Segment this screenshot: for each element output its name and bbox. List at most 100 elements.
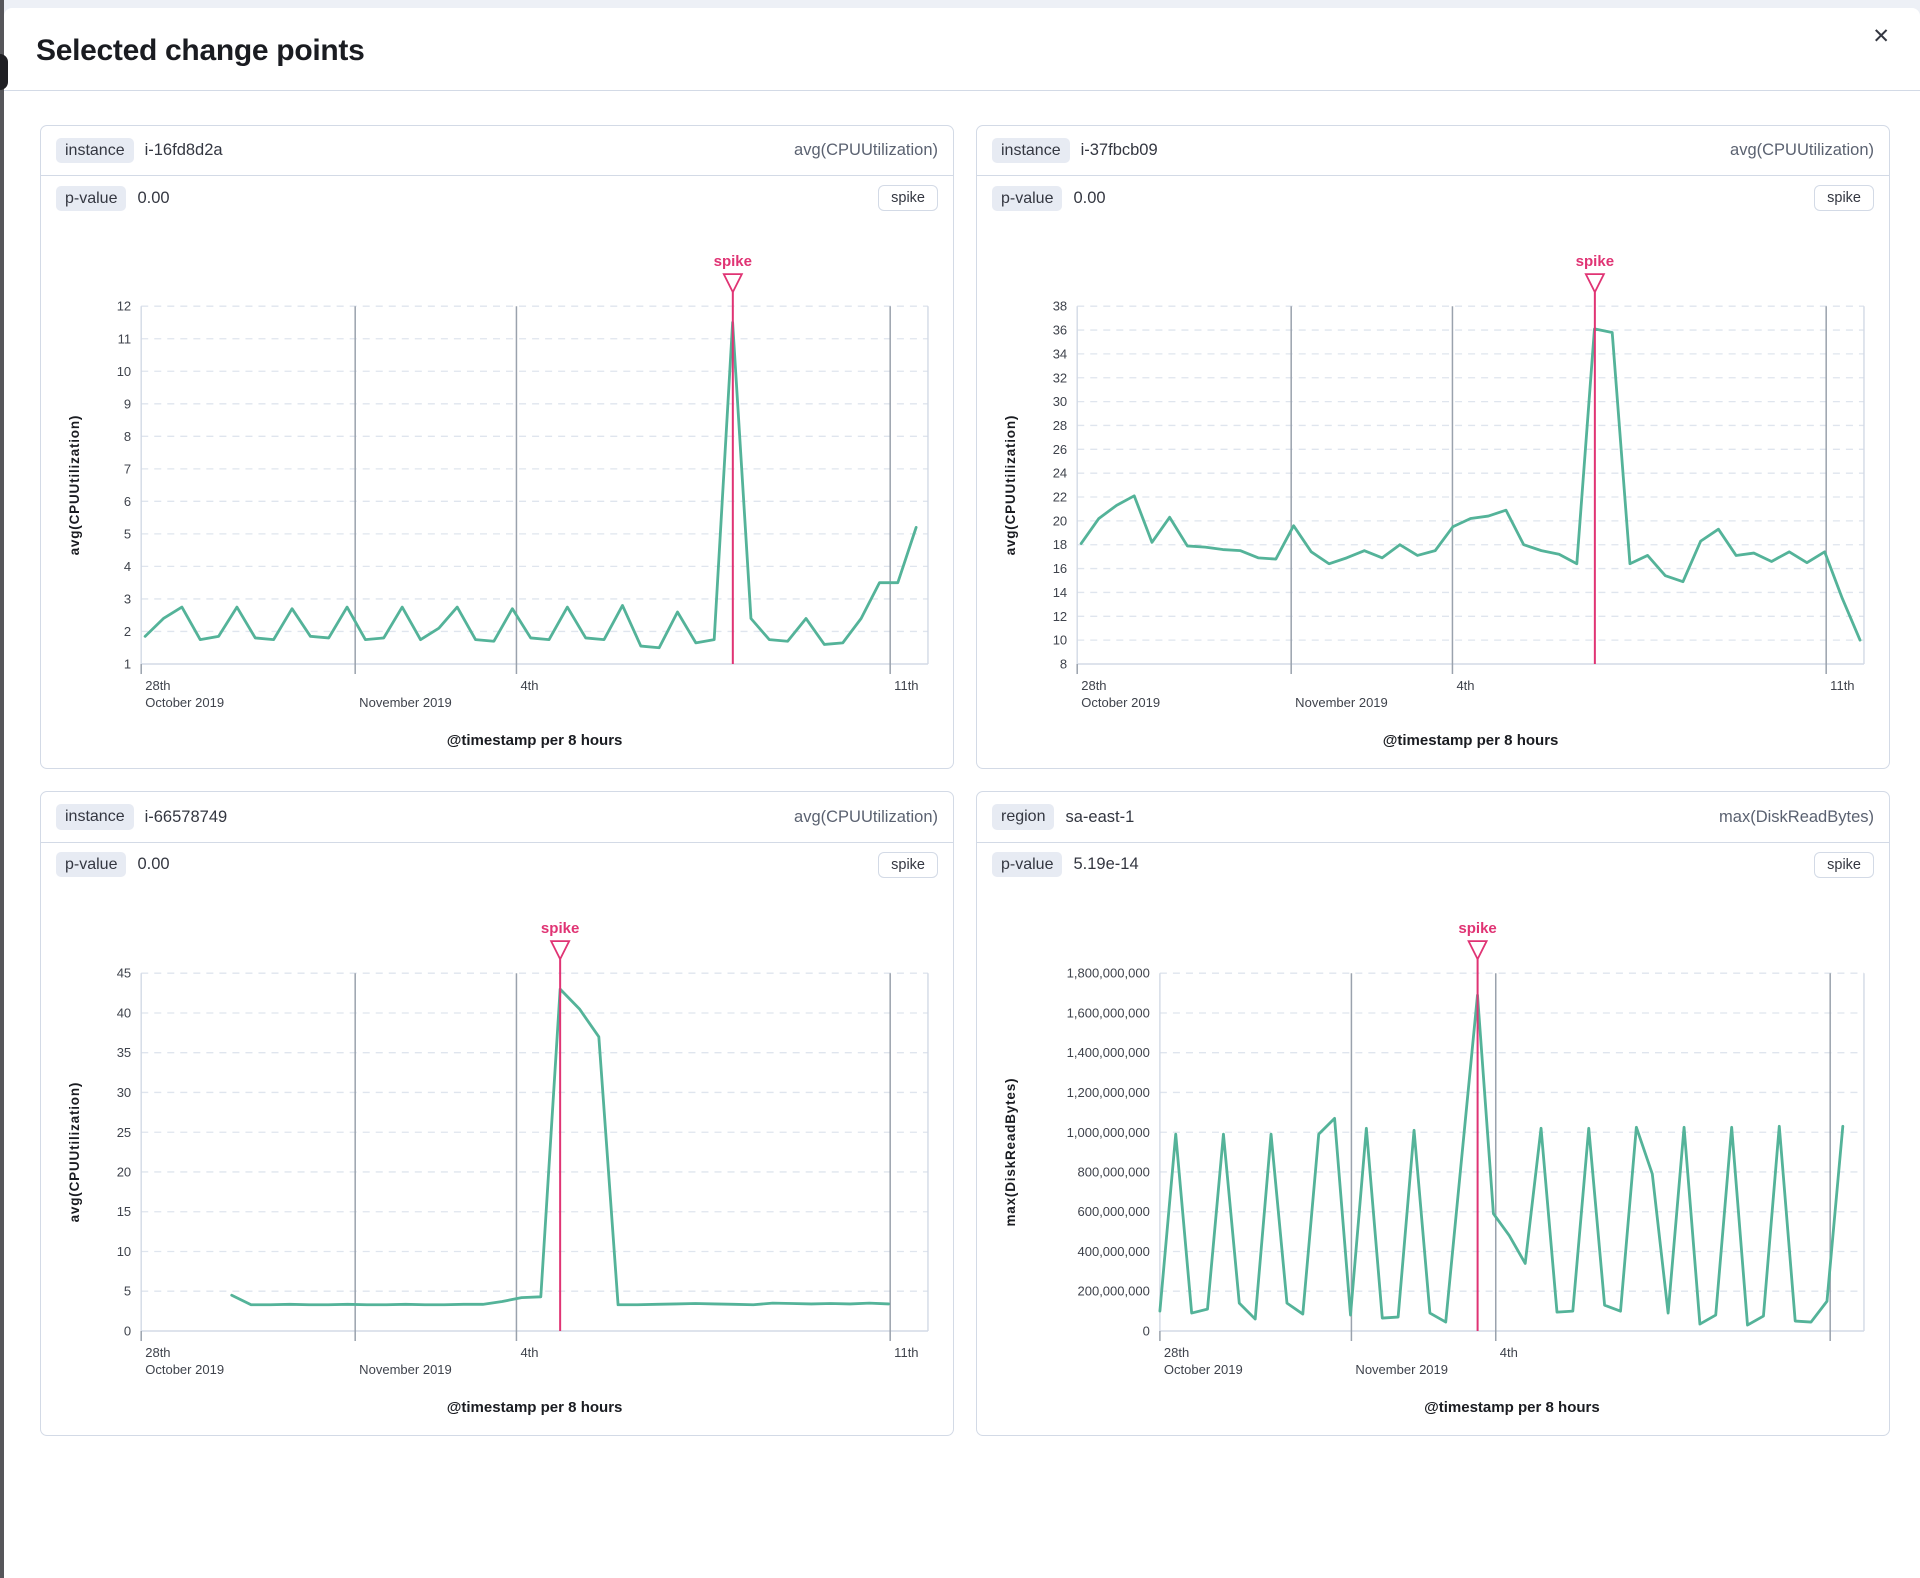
svg-text:40: 40 xyxy=(117,1005,131,1020)
svg-text:28th: 28th xyxy=(1081,678,1106,693)
svg-text:10: 10 xyxy=(1053,633,1067,648)
svg-text:11th: 11th xyxy=(894,678,918,693)
metric-label: avg(CPUUtilization) xyxy=(794,807,938,826)
svg-text:28: 28 xyxy=(1053,418,1067,433)
svg-text:600,000,000: 600,000,000 xyxy=(1077,1204,1149,1219)
svg-text:November 2019: November 2019 xyxy=(1355,1362,1448,1377)
svg-text:28th: 28th xyxy=(145,1345,170,1360)
svg-text:200,000,000: 200,000,000 xyxy=(1077,1283,1149,1298)
svg-text:October 2019: October 2019 xyxy=(1164,1362,1243,1377)
svg-text:9: 9 xyxy=(124,397,131,412)
change-point-panel: instance i-66578749 avg(CPUUtilization) … xyxy=(40,791,954,1436)
svg-text:max(DiskReadBytes): max(DiskReadBytes) xyxy=(1003,1077,1018,1226)
svg-text:avg(CPUUtilization): avg(CPUUtilization) xyxy=(1003,415,1018,556)
svg-text:October 2019: October 2019 xyxy=(1081,695,1160,710)
svg-text:0: 0 xyxy=(124,1323,131,1338)
svg-text:12: 12 xyxy=(117,299,131,314)
svg-text:November 2019: November 2019 xyxy=(359,1362,452,1377)
svg-text:4: 4 xyxy=(124,559,131,574)
change-type-button[interactable]: spike xyxy=(878,185,938,212)
svg-text:4th: 4th xyxy=(520,1345,538,1360)
panel-header-row: instance i-66578749 avg(CPUUtilization) xyxy=(41,792,953,843)
split-field-badge: instance xyxy=(56,138,134,164)
panel-stats-row: p-value 0.00 spike xyxy=(977,176,1889,218)
svg-text:1,800,000,000: 1,800,000,000 xyxy=(1067,965,1150,980)
svg-text:24: 24 xyxy=(1053,466,1067,481)
svg-text:15: 15 xyxy=(117,1204,131,1219)
change-point-chart[interactable]: 0 5 10 15 20 25 30 35 40 45 28th October 2019 Novemb… xyxy=(41,885,953,1435)
background-page-edge xyxy=(0,0,4,1578)
svg-text:@timestamp per 8 hours: @timestamp per 8 hours xyxy=(1383,732,1559,749)
svg-text:34: 34 xyxy=(1053,347,1067,362)
background-page-edge-bump xyxy=(0,54,8,90)
svg-text:@timestamp per 8 hours: @timestamp per 8 hours xyxy=(1424,1399,1600,1416)
svg-text:22: 22 xyxy=(1053,490,1067,505)
p-value-badge: p-value xyxy=(992,852,1063,878)
svg-text:32: 32 xyxy=(1053,370,1067,385)
svg-text:4th: 4th xyxy=(520,678,538,693)
svg-text:36: 36 xyxy=(1053,323,1067,338)
svg-text:October 2019: October 2019 xyxy=(145,1362,224,1377)
svg-text:1,600,000,000: 1,600,000,000 xyxy=(1067,1005,1150,1020)
svg-text:4th: 4th xyxy=(1500,1345,1518,1360)
change-type-button[interactable]: spike xyxy=(878,851,938,878)
change-type-button[interactable]: spike xyxy=(1814,185,1874,212)
p-value-value: 0.00 xyxy=(1073,188,1106,207)
svg-text:11: 11 xyxy=(118,331,132,346)
panel-header-row: instance i-16fd8d2a avg(CPUUtilization) xyxy=(41,126,953,177)
split-field-value: i-37fbcb09 xyxy=(1080,141,1158,160)
svg-text:@timestamp per 8 hours: @timestamp per 8 hours xyxy=(447,1399,623,1416)
svg-text:28th: 28th xyxy=(1164,1345,1189,1360)
svg-text:38: 38 xyxy=(1053,299,1067,314)
change-point-panel: instance i-37fbcb09 avg(CPUUtilization) … xyxy=(976,125,1890,770)
change-point-chart[interactable]: 0 200,000,000 400,000,000 600,000,000 800,00… xyxy=(977,885,1889,1435)
change-point-panels: instance i-16fd8d2a avg(CPUUtilization) … xyxy=(4,91,1920,1476)
modal-header: Selected change points ✕ xyxy=(4,8,1920,91)
p-value-value: 0.00 xyxy=(137,855,170,874)
split-field-value: i-16fd8d2a xyxy=(144,141,223,160)
p-value-badge: p-value xyxy=(56,852,127,878)
svg-text:30: 30 xyxy=(1053,394,1067,409)
svg-text:8: 8 xyxy=(124,429,131,444)
metric-label: max(DiskReadBytes) xyxy=(1719,807,1874,826)
change-point-chart[interactable]: 8 10 12 14 16 18 20 22 24 26 28 30 32 34 36 38 28th Octob… xyxy=(977,218,1889,768)
svg-text:16: 16 xyxy=(1053,561,1067,576)
svg-text:October 2019: October 2019 xyxy=(145,695,224,710)
panel-header-row: region sa-east-1 max(DiskReadBytes) xyxy=(977,792,1889,843)
svg-text:spike: spike xyxy=(1458,920,1496,937)
svg-text:8: 8 xyxy=(1060,657,1067,672)
svg-text:spike: spike xyxy=(714,253,752,270)
p-value-value: 0.00 xyxy=(137,188,170,207)
svg-text:26: 26 xyxy=(1053,442,1067,457)
split-field-value: sa-east-1 xyxy=(1065,807,1135,826)
svg-text:45: 45 xyxy=(117,965,131,980)
svg-text:@timestamp per 8 hours: @timestamp per 8 hours xyxy=(447,732,623,749)
panel-stats-row: p-value 0.00 spike xyxy=(41,843,953,885)
svg-text:25: 25 xyxy=(117,1124,131,1139)
change-point-panel: instance i-16fd8d2a avg(CPUUtilization) … xyxy=(40,125,954,770)
change-point-chart[interactable]: 1 2 3 4 5 6 7 8 9 10 11 12 28th October 2019 November … xyxy=(41,218,953,768)
split-field-value: i-66578749 xyxy=(144,807,228,826)
svg-text:spike: spike xyxy=(541,920,579,937)
svg-text:7: 7 xyxy=(124,462,131,477)
p-value-badge: p-value xyxy=(992,185,1063,211)
svg-text:November 2019: November 2019 xyxy=(1295,695,1388,710)
svg-text:30: 30 xyxy=(117,1085,131,1100)
p-value-value: 5.19e-14 xyxy=(1073,855,1139,874)
svg-text:28th: 28th xyxy=(145,678,170,693)
metric-label: avg(CPUUtilization) xyxy=(1730,141,1874,160)
p-value-badge: p-value xyxy=(56,185,127,211)
close-icon[interactable]: ✕ xyxy=(1868,22,1894,51)
svg-text:10: 10 xyxy=(117,364,131,379)
modal-title: Selected change points xyxy=(36,34,365,67)
change-type-button[interactable]: spike xyxy=(1814,851,1874,878)
svg-text:14: 14 xyxy=(1053,585,1067,600)
panel-stats-row: p-value 0.00 spike xyxy=(41,176,953,218)
svg-text:November 2019: November 2019 xyxy=(359,695,452,710)
svg-text:6: 6 xyxy=(124,494,131,509)
svg-text:avg(CPUUtilization): avg(CPUUtilization) xyxy=(67,415,82,556)
split-field-badge: instance xyxy=(56,804,134,830)
svg-text:35: 35 xyxy=(117,1045,131,1060)
svg-text:4th: 4th xyxy=(1456,678,1474,693)
panel-header-row: instance i-37fbcb09 avg(CPUUtilization) xyxy=(977,126,1889,177)
